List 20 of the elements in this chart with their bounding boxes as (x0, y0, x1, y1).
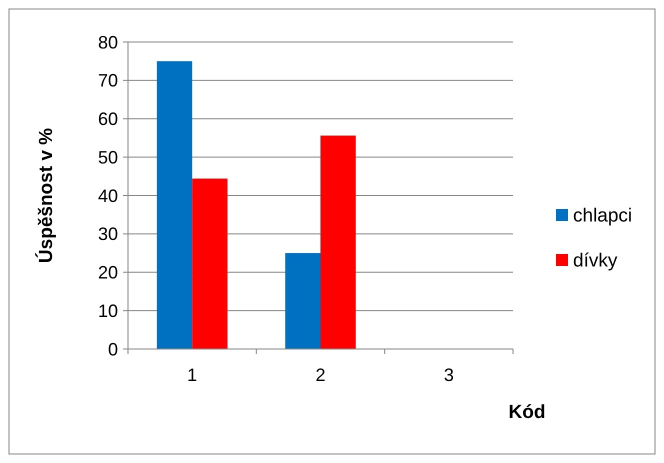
y-axis-title: Úspěšnost v % (35, 128, 57, 264)
y-tick-label: 40 (98, 186, 118, 206)
y-tick-label: 60 (98, 109, 118, 130)
bar (156, 61, 192, 349)
x-tick-label: 1 (187, 365, 198, 385)
x-tick-label: 3 (444, 365, 454, 385)
legend-label: chlapci (573, 206, 632, 227)
bar (285, 253, 320, 349)
x-tick-label: 2 (315, 365, 326, 385)
y-tick-label: 80 (98, 32, 118, 52)
y-tick-label: 30 (98, 224, 118, 244)
y-tick-label: 50 (98, 147, 118, 168)
y-tick-label: 70 (98, 70, 118, 91)
bar (192, 178, 228, 349)
legend-label: dívky (573, 250, 618, 272)
x-axis-title: Kód (508, 402, 546, 423)
y-tick-label: 10 (98, 300, 118, 321)
y-tick-label: 0 (108, 339, 118, 360)
bar (320, 136, 356, 349)
y-tick-label: 20 (98, 262, 118, 283)
